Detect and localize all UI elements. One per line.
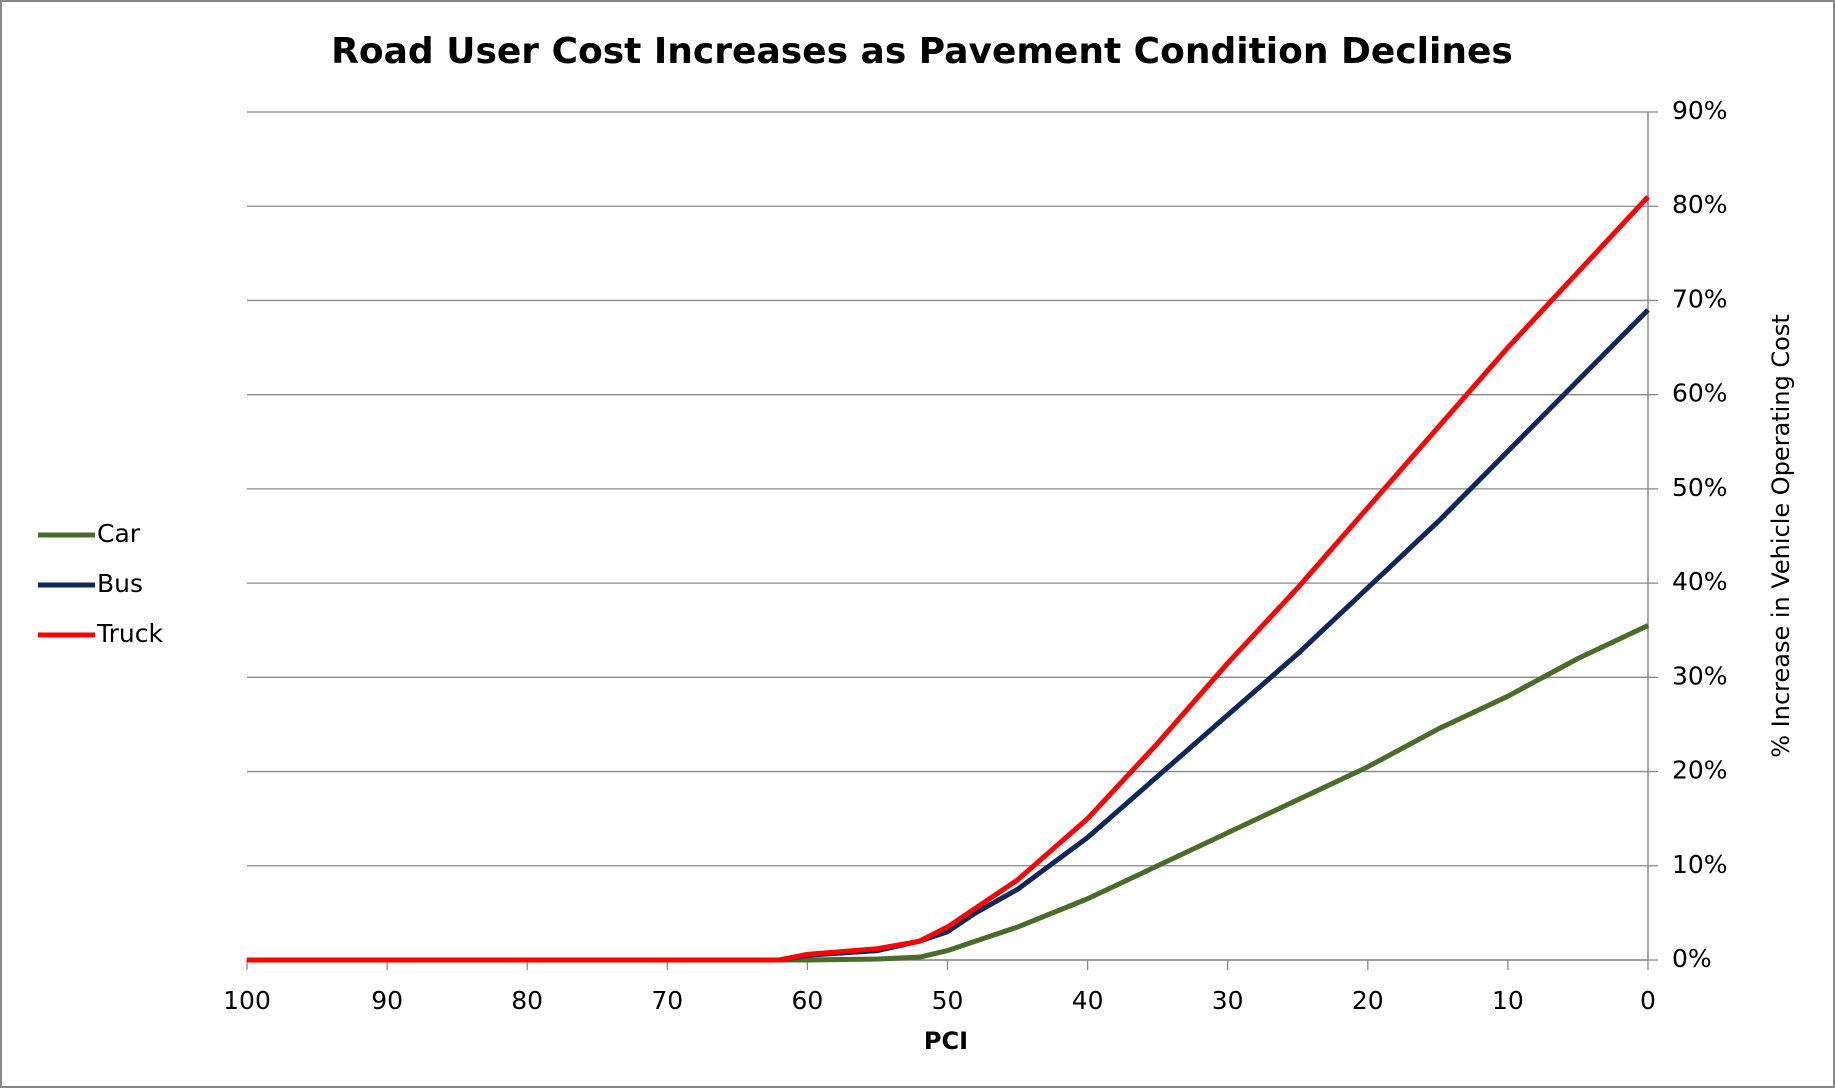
x-tick-label: 60 [791, 986, 823, 1015]
y-tick-label: 20% [1672, 756, 1728, 785]
x-tick-label: 50 [932, 986, 964, 1015]
y-tick-label: 30% [1672, 661, 1728, 690]
x-tick-label: 10 [1492, 986, 1524, 1015]
x-tick-label: 100 [223, 986, 271, 1015]
y-tick-label: 10% [1672, 850, 1728, 879]
y-tick-label: 0% [1672, 944, 1712, 973]
x-tick-label: 90 [371, 986, 403, 1015]
y-axis-label: % Increase in Vehicle Operating Cost [1767, 314, 1795, 758]
x-tick-label: 30 [1212, 986, 1244, 1015]
series-line [247, 195, 1650, 963]
x-axis-label: PCI [924, 1027, 968, 1055]
x-tick-label: 20 [1352, 986, 1384, 1015]
y-tick-label: 70% [1672, 284, 1728, 313]
legend-label: Bus [97, 569, 143, 598]
x-tick-label: 80 [511, 986, 543, 1015]
x-tick-label: 40 [1072, 986, 1104, 1015]
legend-label: Car [97, 519, 141, 548]
x-tick-label: 0 [1640, 986, 1656, 1015]
y-tick-label: 90% [1672, 96, 1728, 125]
y-tick-label: 80% [1672, 190, 1728, 219]
chart-title: Road User Cost Increases as Pavement Con… [331, 31, 1513, 72]
legend-label: Truck [96, 619, 163, 648]
y-tick-label: 50% [1672, 473, 1728, 502]
y-tick-label: 40% [1672, 567, 1728, 596]
y-tick-label: 60% [1672, 379, 1728, 408]
x-tick-label: 70 [651, 986, 683, 1015]
